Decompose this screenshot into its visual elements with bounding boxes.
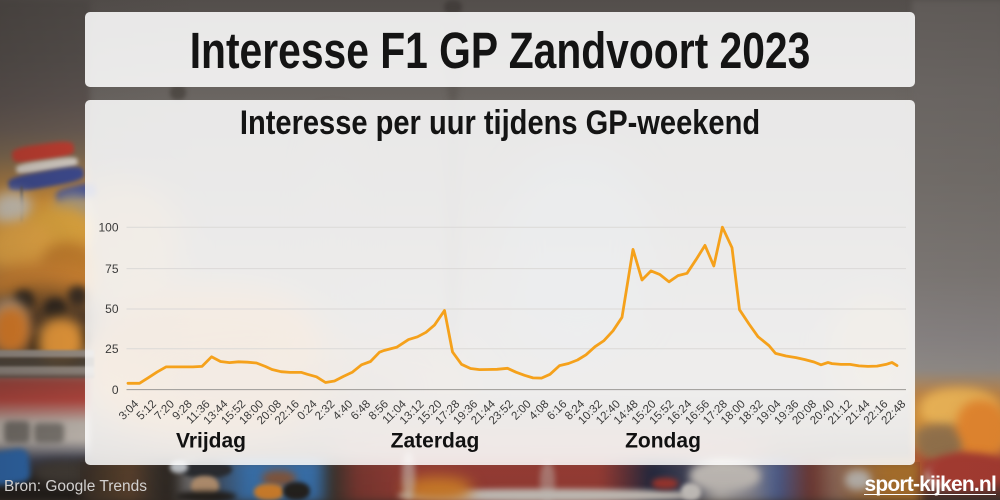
svg-text:75: 75 (105, 262, 119, 276)
svg-text:100: 100 (98, 221, 118, 235)
svg-text:Vrijdag: Vrijdag (176, 429, 246, 452)
svg-text:50: 50 (105, 302, 119, 316)
svg-text:Zaterdag: Zaterdag (391, 429, 480, 452)
svg-text:0: 0 (112, 383, 119, 397)
svg-text:Zondag: Zondag (625, 429, 701, 452)
svg-text:25: 25 (105, 342, 119, 356)
